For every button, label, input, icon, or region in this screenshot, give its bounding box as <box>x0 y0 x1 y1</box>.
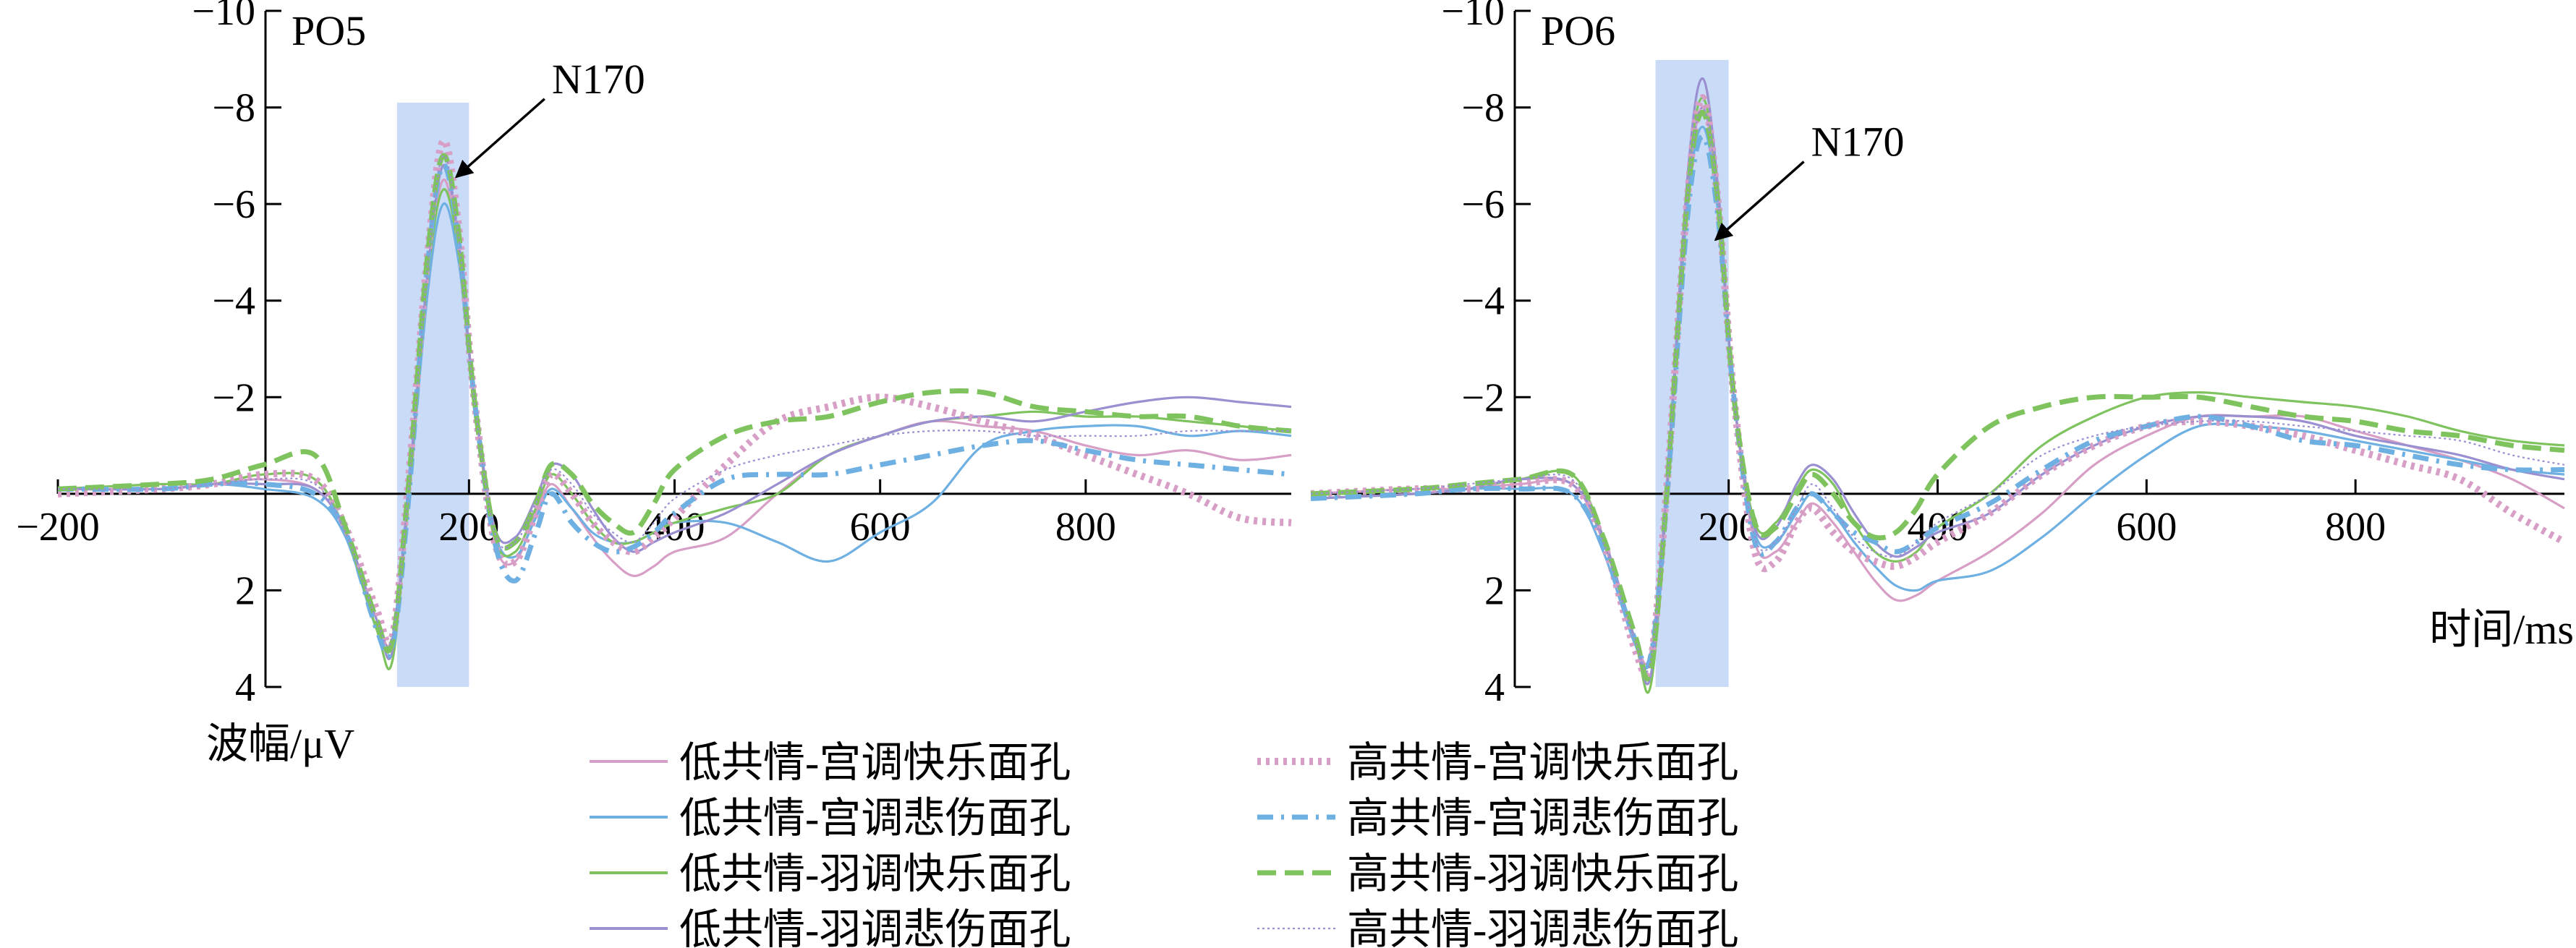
n170-arrow <box>1714 161 1805 242</box>
y-tick-label: 4 <box>1484 665 1505 710</box>
y-tick-label: 4 <box>235 665 255 710</box>
series-line-7 <box>57 155 1291 647</box>
x-tick-label: −200 <box>16 505 100 550</box>
legend-label-4: 高共情-宫调快乐面孔 <box>1347 739 1738 786</box>
legend-label-1: 低共情-宫调悲伤面孔 <box>679 795 1071 842</box>
x-tick-label: 600 <box>850 505 911 550</box>
series-line-7 <box>1310 106 2565 673</box>
series-line-4 <box>57 137 1292 649</box>
y-tick-label: −6 <box>1461 182 1505 227</box>
panel-po5: −10−8−6−4−224−200 200 400 600 800PO5N170波幅/μ… <box>16 0 1292 767</box>
y-tick-label: 2 <box>235 568 255 613</box>
n170-label: N170 <box>1811 119 1905 166</box>
y-tick-label: −2 <box>212 375 255 420</box>
y-axis-title: 波幅/μV <box>206 720 354 767</box>
y-tick-label: −8 <box>212 86 255 131</box>
n170-label: N170 <box>552 56 645 103</box>
legend-label-2: 低共情-羽调快乐面孔 <box>679 850 1071 897</box>
y-tick-label: −2 <box>1461 375 1505 420</box>
legend-label-7: 高共情-羽调悲伤面孔 <box>1347 906 1738 948</box>
legend-label-3: 低共情-羽调悲伤面孔 <box>679 906 1071 948</box>
y-tick-label: −10 <box>192 0 255 34</box>
series-line-6 <box>1310 109 2565 682</box>
panel-title: PO5 <box>292 7 366 54</box>
y-tick-label: −10 <box>1441 0 1505 34</box>
y-tick-label: −6 <box>212 182 255 227</box>
x-tick-label: 600 <box>2116 505 2177 550</box>
y-tick-label: −4 <box>212 279 255 324</box>
n170-window <box>396 103 469 687</box>
y-tick-label: −8 <box>1461 86 1505 131</box>
x-axis-title: 时间/ms <box>2429 606 2574 653</box>
legend-label-0: 低共情-宫调快乐面孔 <box>679 739 1071 786</box>
x-tick-label: 800 <box>2325 505 2386 550</box>
y-tick-label: 2 <box>1484 568 1505 613</box>
y-tick-label: −4 <box>1461 279 1505 324</box>
legend-label-5: 高共情-宫调悲伤面孔 <box>1347 795 1738 842</box>
n170-arrow <box>454 98 545 179</box>
series-line-5 <box>57 163 1292 659</box>
panel-title: PO6 <box>1541 7 1615 54</box>
legend-label-6: 高共情-羽调快乐面孔 <box>1347 850 1738 897</box>
x-tick-label: 800 <box>1055 505 1116 550</box>
legend: 低共情-宫调快乐面孔低共情-宫调悲伤面孔低共情-羽调快乐面孔低共情-羽调悲伤面孔… <box>590 739 1738 948</box>
series-line-1 <box>1310 125 2565 670</box>
